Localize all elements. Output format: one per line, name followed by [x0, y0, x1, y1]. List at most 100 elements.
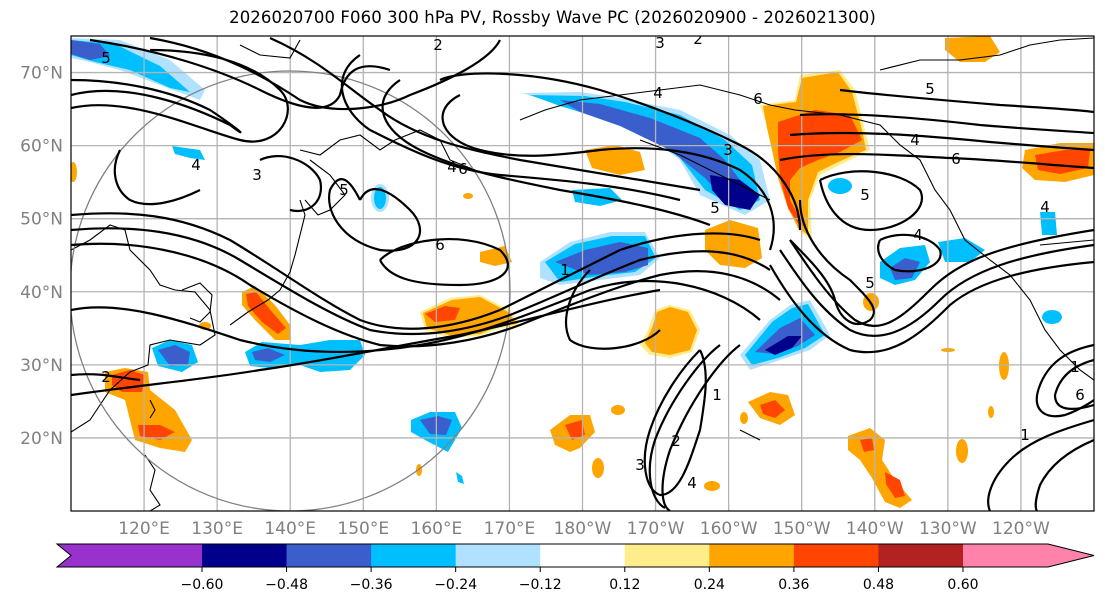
negative-anomaly — [755, 318, 815, 354]
pv-contour — [340, 54, 681, 202]
contour-label: 5 — [925, 80, 935, 98]
contour-label: 2 — [693, 30, 703, 48]
colorbar-tick-label: 0.60 — [947, 577, 978, 593]
chart-title: 2026020700 F060 300 hPa PV, Rossby Wave … — [229, 8, 876, 27]
colorbar-extend-min — [57, 544, 202, 567]
radius-circle — [71, 70, 511, 511]
coastline-alaska — [519, 84, 1094, 381]
pv-contour — [71, 212, 761, 330]
pv-contour — [565, 269, 661, 350]
negative-anomaly — [71, 40, 110, 60]
pv-contour — [71, 373, 141, 382]
contour-label: 5 — [339, 181, 349, 199]
positive-anomaly — [463, 193, 473, 199]
negative-anomaly — [158, 345, 190, 366]
pv-contour — [769, 260, 1094, 354]
contour-label: 3 — [723, 141, 733, 159]
pv-contour — [71, 242, 781, 348]
pv-contour — [1053, 358, 1094, 410]
longitude-label: 150°E — [337, 519, 389, 539]
positive-anomaly — [480, 246, 512, 266]
positive-anomaly — [425, 306, 460, 322]
coastline-philippines — [144, 454, 161, 511]
contour-label: 2 — [101, 368, 111, 386]
latitude-label: 70°N — [20, 64, 63, 84]
contour-label: 4 — [447, 158, 457, 176]
contour-label: 6 — [1075, 386, 1085, 404]
coastline-aleutians — [639, 139, 771, 201]
negative-anomaly — [456, 472, 464, 484]
pv-contour — [113, 149, 201, 206]
pv-contour — [149, 36, 501, 111]
positive-anomaly — [71, 162, 77, 182]
negative-anomaly — [765, 336, 802, 355]
border-us-canada — [1039, 239, 1094, 246]
negative-anomaly — [938, 238, 985, 262]
colorbar: −0.60 −0.48 −0.36 −0.24 −0.12 0.12 0.24 0.36 0.4… — [55, 543, 1095, 593]
contour-label: 3 — [252, 166, 262, 184]
negative-anomaly — [828, 178, 852, 194]
latitude-label: 40°N — [20, 283, 63, 303]
contour-label: 2 — [433, 36, 443, 54]
positive-anomaly — [956, 439, 968, 463]
colorbar-tick-label: 0.12 — [609, 577, 640, 593]
contour-label: 1 — [1020, 426, 1030, 444]
positive-anomaly — [860, 438, 874, 452]
colorbar-segment — [793, 544, 879, 567]
negative-anomaly — [252, 348, 285, 362]
colorbar-segment — [286, 544, 372, 567]
pv-contour — [71, 78, 242, 134]
contour-label: 2 — [671, 432, 681, 450]
pv-contour — [439, 72, 802, 231]
map-frame — [70, 35, 1095, 512]
positive-anomaly — [585, 145, 645, 175]
latitude-label: 60°N — [20, 137, 63, 157]
pv-contour — [648, 344, 721, 509]
positive-anomaly — [611, 405, 625, 415]
colorbar-tick-label: −0.36 — [350, 577, 393, 593]
colorbar-outline — [55, 543, 1095, 568]
contour-label: 4 — [191, 156, 201, 174]
coastline-hawaii — [739, 429, 761, 441]
contour-label: 3 — [655, 34, 665, 52]
pv-contour — [89, 38, 391, 109]
positive-anomaly — [705, 220, 762, 268]
pv-contour — [381, 79, 711, 227]
contour-label: 4 — [1040, 198, 1050, 216]
contour-label: 6 — [753, 90, 763, 108]
colorbar-segment — [371, 544, 457, 567]
pv-contour — [1034, 438, 1094, 511]
pv-contour — [1035, 343, 1094, 418]
pv-contour — [789, 199, 875, 325]
positive-anomaly — [945, 36, 1000, 62]
pv-contour — [987, 418, 1094, 511]
pv-contour — [789, 131, 1094, 152]
longitude-label: 180°W — [554, 519, 612, 539]
positive-anomaly — [1035, 150, 1090, 174]
pv-contour — [661, 344, 741, 511]
positive-anomaly — [999, 352, 1009, 380]
colorbar-segment — [709, 544, 795, 567]
colorbar-extend-max — [963, 544, 1094, 567]
pv-contour — [789, 228, 1094, 327]
positive-anomaly — [138, 425, 175, 440]
pv-contour — [818, 170, 923, 232]
colorbar-tick-label: −0.24 — [434, 577, 477, 593]
longitude-label: 130°E — [191, 519, 243, 539]
pv-contour — [839, 88, 1094, 114]
colorbar-tick-label: 0.48 — [863, 577, 894, 593]
contour-label: 3 — [635, 456, 645, 474]
negative-anomaly — [172, 146, 205, 160]
positive-anomaly — [885, 472, 905, 498]
positive-anomaly — [565, 420, 585, 440]
pv-contour — [643, 349, 707, 497]
pv-contour — [259, 155, 323, 213]
pv-contour — [71, 288, 661, 397]
colorbar-tick-label: −0.12 — [519, 577, 562, 593]
longitude-label: 160°W — [700, 519, 758, 539]
colorbar-segment — [202, 544, 288, 567]
coastline-kamchatka — [304, 159, 346, 216]
colorbar-tick-label: −0.60 — [181, 577, 224, 593]
pv-contour — [379, 238, 509, 287]
